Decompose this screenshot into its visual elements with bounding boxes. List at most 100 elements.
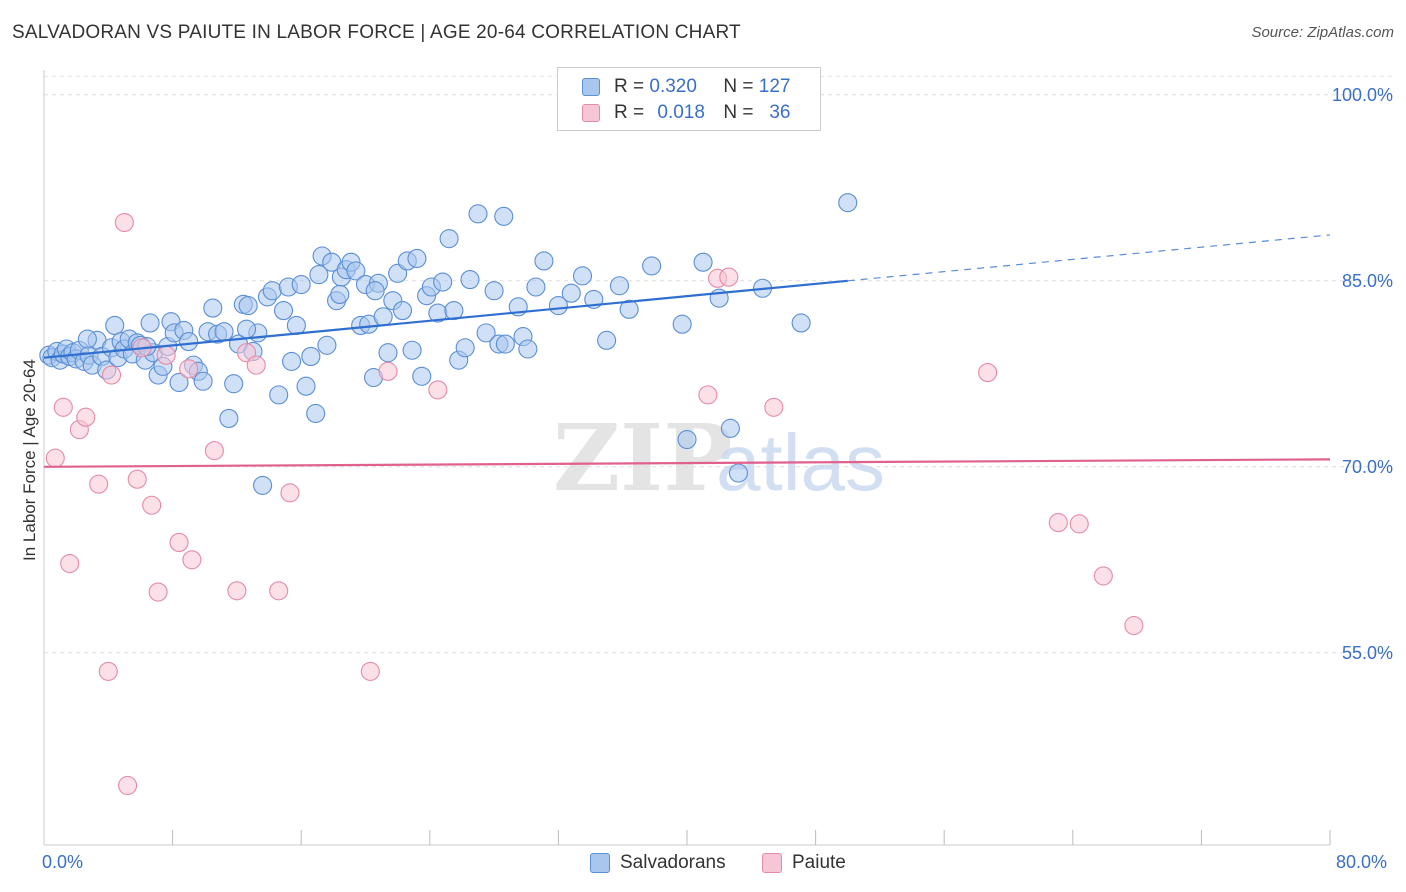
watermark-zip: ZIP xyxy=(553,404,732,512)
salvadoran-point xyxy=(494,206,514,226)
paiute-point xyxy=(182,550,202,570)
salvadoran-point xyxy=(262,281,282,301)
salvadoran-point xyxy=(672,314,692,334)
salvadoran-point xyxy=(412,366,432,386)
legend-r-label: R = xyxy=(614,102,645,123)
paiute-point xyxy=(60,553,80,574)
salvadoran-point xyxy=(317,335,337,355)
legend-swatch-salvadorans xyxy=(582,78,600,96)
y-axis-label: In Labor Force | Age 20-64 xyxy=(20,359,39,561)
paiute-point xyxy=(360,661,380,681)
legend-n-label: N = xyxy=(723,76,754,97)
salvadoran-point xyxy=(373,307,393,327)
series-legend-salvadorans: Salvadorans xyxy=(590,852,726,874)
salvadoran-point xyxy=(179,332,199,352)
paiute-point xyxy=(1069,514,1089,534)
salvadoran-point xyxy=(642,256,662,276)
series-legend: Salvadorans Paiute xyxy=(0,852,1406,878)
paiute-point xyxy=(378,361,398,381)
paiute-point xyxy=(698,385,718,405)
paiute-point xyxy=(156,345,176,365)
paiute-point xyxy=(1093,566,1113,586)
series-swatch-salvadorans xyxy=(590,853,610,873)
salvadoran-point xyxy=(561,283,581,303)
paiute-point xyxy=(179,359,199,379)
source-label: Source: ZipAtlas.com xyxy=(1251,24,1394,41)
paiute-point xyxy=(204,441,224,461)
salvadoran-point xyxy=(236,319,257,339)
series-label-salvadorans: Salvadorans xyxy=(620,852,726,873)
legend-row-paiute: R = 0.018 N = 36 xyxy=(582,101,790,125)
paiute-point xyxy=(227,581,247,601)
chart-title: SALVADORAN VS PAIUTE IN LABOR FORCE | AG… xyxy=(12,22,741,43)
salvadoran-point xyxy=(346,261,366,281)
salvadoran-point xyxy=(253,475,273,495)
salvadoran-point xyxy=(378,343,398,363)
paiute-point xyxy=(53,397,73,417)
salvadoran-point xyxy=(476,323,496,343)
salvadoran-point xyxy=(219,408,239,428)
paiute-point xyxy=(76,407,96,427)
paiute-point xyxy=(142,495,162,515)
salvadoran-point xyxy=(791,313,811,333)
paiute-point xyxy=(148,582,168,602)
series-swatch-paiute xyxy=(762,853,782,873)
salvadoran-point xyxy=(105,315,125,335)
salvadoran-point xyxy=(392,301,413,321)
salvadoran-point xyxy=(301,346,321,366)
paiute-point xyxy=(98,661,118,681)
legend-r-value: 0.320 xyxy=(649,76,697,97)
salvadoran-point xyxy=(572,266,593,286)
paiute-point xyxy=(246,355,266,375)
legend-n-label: N = xyxy=(723,102,754,123)
paiute-trend-line xyxy=(43,458,1331,468)
salvadoran-point xyxy=(291,274,311,295)
paiute-point xyxy=(127,469,147,489)
paiute-point xyxy=(428,380,448,400)
salvadoran-trend-line xyxy=(43,279,848,359)
legend-row-salvadorans: R = 0.320 N = 127 xyxy=(582,75,790,99)
legend-swatch-paiute xyxy=(582,104,600,122)
paiute-point xyxy=(169,532,189,552)
paiute-point xyxy=(269,581,289,601)
salvadoran-point xyxy=(273,301,294,321)
salvadoran-point xyxy=(286,315,306,335)
paiute-point xyxy=(118,775,138,796)
salvadoran-point xyxy=(526,277,546,297)
salvadoran-point xyxy=(169,372,189,393)
x-tick-label-min: 0.0% xyxy=(42,852,84,872)
series-legend-paiute: Paiute xyxy=(762,852,846,874)
y-tick-label: 100.0% xyxy=(1332,85,1393,105)
x-tick-label-max: 80.0% xyxy=(1336,852,1388,872)
salvadoran-point xyxy=(402,340,422,360)
legend-r-value: 0.018 xyxy=(657,102,705,123)
salvadoran-point xyxy=(282,351,302,371)
salvadoran-point xyxy=(309,265,329,285)
salvadoran-point xyxy=(77,329,97,349)
salvadoran-point xyxy=(677,429,697,450)
paiute-point xyxy=(280,483,300,503)
salvadoran-point xyxy=(193,371,213,391)
salvadoran-point xyxy=(460,270,480,290)
salvadoran-point xyxy=(407,248,427,269)
salvadoran-point xyxy=(693,252,713,272)
y-tick-label: 70.0% xyxy=(1342,457,1393,477)
salvadoran-point xyxy=(495,334,515,354)
y-tick-label: 85.0% xyxy=(1342,271,1393,291)
salvadoran-point xyxy=(439,229,459,249)
salvadoran-trend-extrapolation xyxy=(847,234,1331,282)
salvadoran-point xyxy=(548,296,568,316)
paiute-point xyxy=(978,363,998,383)
salvadoran-point xyxy=(484,281,504,301)
salvadoran-point xyxy=(224,374,244,394)
salvadoran-point xyxy=(838,193,858,213)
salvadoran-point xyxy=(468,204,488,224)
salvadoran-point xyxy=(306,403,326,424)
salvadoran-point xyxy=(269,385,289,405)
correlation-legend: R = 0.320 N = 127 R = 0.018 N = 36 xyxy=(557,67,821,131)
paiute-point xyxy=(719,267,739,287)
legend-n-value: 36 xyxy=(769,102,791,123)
salvadoran-point xyxy=(296,376,316,396)
paiute-point xyxy=(764,397,784,417)
